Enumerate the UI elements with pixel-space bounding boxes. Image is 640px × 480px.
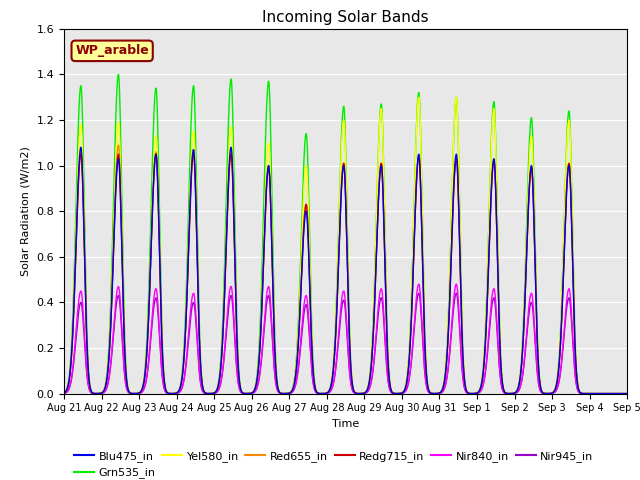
Legend: Blu475_in, Grn535_in, Yel580_in, Red655_in, Redg715_in, Nir840_in, Nir945_in: Blu475_in, Grn535_in, Yel580_in, Red655_… (70, 446, 598, 480)
X-axis label: Time: Time (332, 419, 359, 429)
Title: Incoming Solar Bands: Incoming Solar Bands (262, 10, 429, 25)
Text: WP_arable: WP_arable (76, 44, 149, 57)
Y-axis label: Solar Radiation (W/m2): Solar Radiation (W/m2) (21, 146, 31, 276)
